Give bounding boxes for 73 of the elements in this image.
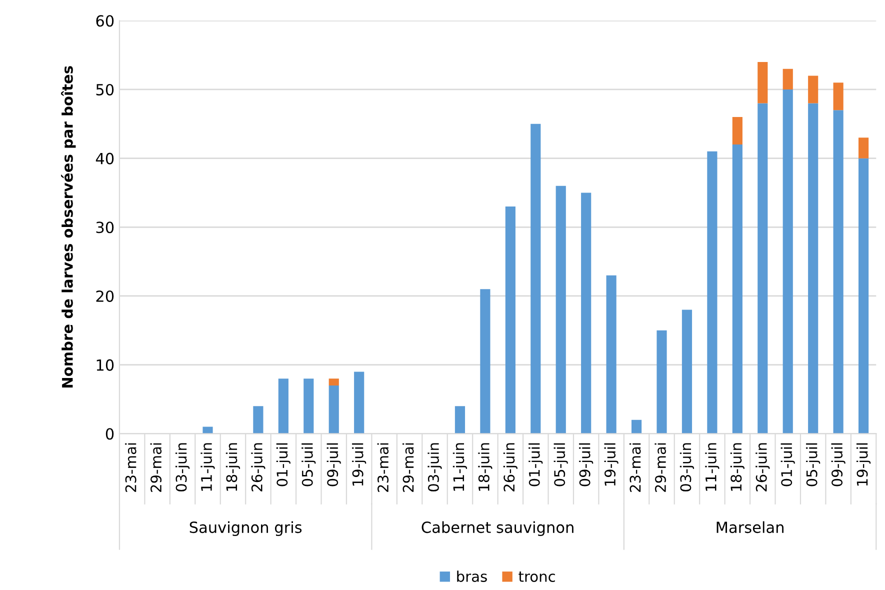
bar xyxy=(707,151,718,434)
x-tick-label: 29-mai xyxy=(402,443,414,492)
x-tick-label: 29-mai xyxy=(654,443,666,492)
bar xyxy=(581,192,592,434)
y-tick-label: 10 xyxy=(96,359,114,371)
bar xyxy=(758,103,768,434)
bar xyxy=(782,89,793,434)
bar xyxy=(328,378,339,386)
y-tick-label: 60 xyxy=(96,15,114,27)
y-axis-title: Nombre de larves observées par boîtes xyxy=(61,66,76,388)
y-tick-label: 20 xyxy=(96,290,114,302)
x-tick-label: 01-juil xyxy=(528,443,543,486)
bar xyxy=(808,76,818,104)
x-tick-label: 18-juin xyxy=(226,443,240,491)
x-tick-label: 18-juin xyxy=(478,443,492,491)
bar xyxy=(782,68,793,90)
x-tick-label: 19-juil xyxy=(604,443,618,486)
legend-label: bras xyxy=(457,570,487,582)
x-tick-label: 05-juil xyxy=(806,443,820,486)
bar xyxy=(530,124,541,434)
bar xyxy=(354,372,364,434)
bar xyxy=(304,378,314,434)
x-tick-label: 23-mai xyxy=(377,443,389,492)
x-tick-label: 11-juin xyxy=(705,443,720,491)
bar xyxy=(631,420,642,434)
bar xyxy=(858,158,869,434)
x-tick-label: 05-juil xyxy=(302,443,316,486)
bar xyxy=(656,330,667,434)
y-tick-label: 40 xyxy=(96,152,114,164)
bar xyxy=(808,103,818,434)
bar xyxy=(732,144,742,434)
bar xyxy=(732,117,742,145)
bar xyxy=(758,62,768,104)
bar xyxy=(328,385,339,434)
x-tick-label: 11-juin xyxy=(200,443,215,491)
bar xyxy=(505,206,516,434)
bar xyxy=(858,138,869,158)
x-tick-label: 26-juin xyxy=(251,443,266,492)
text: Cabernet sauvignon xyxy=(422,521,574,536)
legend-label: tronc xyxy=(518,572,555,582)
x-tick-label: 01-juil xyxy=(780,443,795,486)
bar xyxy=(480,289,490,434)
bar xyxy=(454,406,466,434)
x-tick-label: 03-juin xyxy=(428,443,442,492)
x-tick-label: 01-juil xyxy=(276,443,290,486)
y-tick-label: 30 xyxy=(96,222,114,234)
bar xyxy=(833,82,844,110)
x-tick-label: 26-juin xyxy=(756,443,770,492)
y-tick-label: 0 xyxy=(106,428,114,440)
x-tick-label: 26-juin xyxy=(503,443,518,492)
bar xyxy=(253,406,264,434)
x-tick-label: 05-juil xyxy=(554,443,568,486)
bar xyxy=(202,426,213,434)
x-tick-label: 09-juil xyxy=(579,443,594,486)
x-tick-label: 03-juin xyxy=(175,443,190,492)
bar xyxy=(606,275,616,434)
x-tick-label: 18-juin xyxy=(730,443,744,491)
bar xyxy=(682,310,692,434)
x-tick-label: 23-mai xyxy=(629,443,641,492)
x-tick-label: 23-mai xyxy=(125,443,136,492)
bar xyxy=(833,110,844,434)
x-tick-label: 11-juin xyxy=(452,443,468,491)
x-tick-label: 19-juil xyxy=(856,443,871,486)
y-tick-label: 50 xyxy=(96,84,114,96)
x-tick-label: 19-juil xyxy=(352,443,366,486)
x-tick-label: 29-mai xyxy=(150,443,162,492)
text: Sauvignon gris xyxy=(190,521,302,536)
text: Marselan xyxy=(716,521,784,534)
bar xyxy=(556,186,566,434)
x-tick-label: 03-juin xyxy=(680,443,694,492)
bar xyxy=(278,378,288,434)
x-tick-label: 09-juil xyxy=(831,443,846,486)
x-tick-label: 09-juil xyxy=(326,443,341,486)
